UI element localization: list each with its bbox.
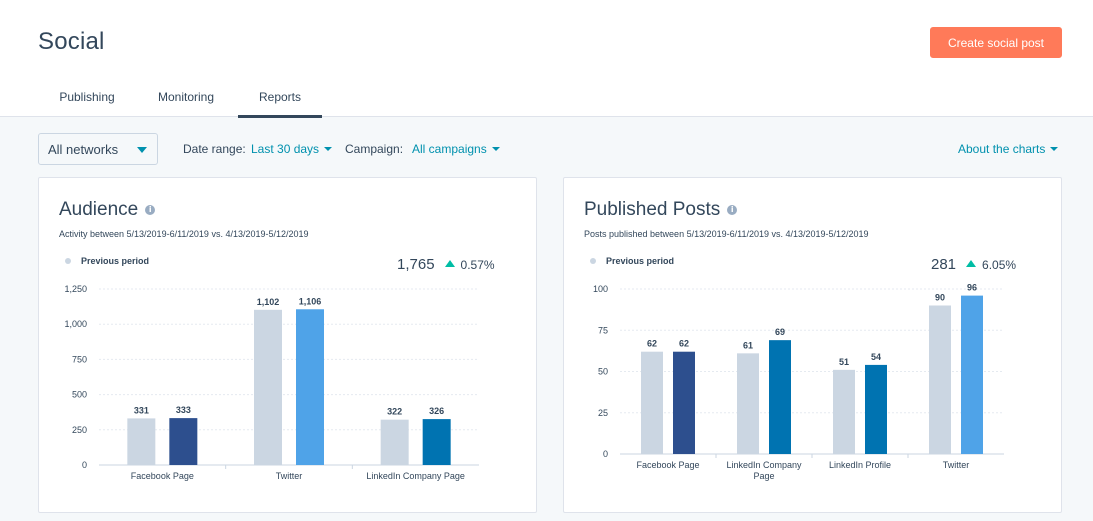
published-y-tick-label: 100: [593, 284, 608, 294]
audience-card: Audience i Activity between 5/13/2019-6/1…: [38, 177, 537, 513]
audience-bar-previous: [380, 419, 409, 465]
top-header: Social Create social post Publishing Mon…: [0, 0, 1093, 118]
date-range-value: Last 30 days: [251, 142, 320, 156]
published-bar-current: [673, 351, 695, 454]
campaign-label: Campaign:: [345, 142, 404, 156]
about-charts-label: About the charts: [958, 142, 1046, 156]
published-posts-subtitle: Posts published between 5/13/2019-6/11/2…: [584, 229, 869, 239]
published-posts-total: 281 6.05%: [931, 256, 1016, 273]
audience-bar-previous: [127, 418, 156, 465]
published-data-label: 69: [775, 327, 785, 337]
tab-publishing[interactable]: Publishing: [59, 90, 115, 104]
page-title: Social: [38, 28, 105, 55]
published-posts-legend-label: Previous period: [606, 256, 675, 266]
published-posts-title: Published Posts i: [584, 199, 738, 221]
published-y-tick-label: 50: [598, 367, 608, 377]
published-bar-current: [769, 340, 791, 454]
info-icon[interactable]: i: [145, 205, 156, 215]
published-data-label: 62: [679, 339, 689, 349]
audience-category-label: LinkedIn Company Page: [366, 471, 465, 481]
about-charts-dropdown[interactable]: About the charts: [958, 142, 1059, 156]
published-category-label: Facebook Page: [636, 460, 699, 470]
network-select[interactable]: All networks: [38, 133, 158, 165]
published-posts-legend: Previous period: [590, 256, 674, 266]
legend-dot-icon: [65, 258, 71, 264]
audience-legend-label: Previous period: [81, 256, 150, 266]
published-category-label: Twitter: [943, 460, 970, 470]
audience-y-tick-label: 1,250: [64, 284, 87, 294]
audience-category-label: Twitter: [276, 471, 303, 481]
network-select-value: All networks: [48, 142, 119, 157]
triangle-up-icon: [444, 260, 455, 267]
published-posts-card: Published Posts i Posts published between…: [563, 177, 1062, 513]
published-bar-previous: [929, 305, 951, 454]
published-category-label: LinkedIn Profile: [829, 460, 891, 470]
audience-data-label: 331: [134, 405, 149, 415]
published-posts-title-text: Published Posts: [584, 199, 721, 220]
audience-data-label: 1,106: [299, 296, 322, 306]
published-posts-chart: 0 25 50 75 100 62 62 Facebook Page 61 69 LinkedIn …: [593, 283, 1004, 481]
audience-y-tick-label: 500: [72, 390, 87, 400]
published-posts-total-value: 281: [931, 256, 957, 273]
tab-bar: Publishing Monitoring Reports: [38, 80, 322, 118]
audience-bar-current: [422, 419, 451, 465]
published-data-label: 51: [839, 357, 849, 367]
audience-data-label: 322: [387, 407, 402, 417]
published-bar-current: [865, 364, 887, 454]
audience-data-label: 1,102: [257, 297, 280, 307]
audience-chart: 0 250 500 750 1,000 1,250 331 333 Facebook Page 1…: [64, 284, 479, 481]
audience-title-text: Audience: [59, 199, 139, 220]
date-range-dropdown[interactable]: Last 30 days: [251, 142, 333, 156]
create-social-post-button[interactable]: Create social post: [930, 27, 1062, 58]
audience-bar-current: [296, 309, 324, 465]
campaign-value: All campaigns: [412, 142, 487, 156]
published-bar-previous: [737, 353, 759, 454]
caret-down-icon: [1050, 147, 1059, 151]
audience-y-tick-label: 750: [72, 354, 87, 364]
published-data-label: 61: [743, 340, 753, 350]
campaign-dropdown[interactable]: All campaigns: [412, 142, 500, 156]
published-data-label: 62: [647, 339, 657, 349]
audience-bar-previous: [254, 309, 282, 465]
audience-data-label: 326: [429, 406, 444, 416]
published-bar-current: [961, 295, 983, 454]
audience-y-tick-label: 250: [72, 425, 87, 435]
published-data-label: 54: [871, 352, 881, 362]
audience-legend: Previous period: [65, 256, 149, 266]
caret-down-icon: [324, 147, 333, 151]
audience-total-value: 1,765: [397, 256, 435, 273]
date-range-label: Date range:: [183, 142, 246, 156]
published-data-label: 90: [935, 293, 945, 303]
audience-y-tick-label: 0: [82, 460, 87, 470]
filter-bar: All networks Date range: Last 30 days Ca…: [38, 133, 1062, 165]
published-category-label: LinkedIn Company Page: [726, 460, 802, 481]
published-y-tick-label: 75: [598, 325, 608, 335]
audience-data-label: 333: [176, 405, 191, 415]
caret-down-icon: [137, 147, 147, 153]
triangle-up-icon: [966, 260, 977, 267]
audience-change: 0.57%: [460, 258, 495, 272]
tab-reports[interactable]: Reports: [238, 80, 322, 118]
published-posts-change: 6.05%: [982, 258, 1017, 272]
published-bar-previous: [833, 369, 855, 454]
caret-down-icon: [491, 147, 500, 151]
legend-dot-icon: [590, 258, 596, 264]
audience-total: 1,765 0.57%: [397, 256, 495, 273]
published-bar-previous: [641, 351, 663, 454]
audience-title: Audience i: [59, 199, 156, 221]
published-y-tick-label: 25: [598, 408, 608, 418]
info-icon[interactable]: i: [727, 205, 738, 215]
audience-bar-current: [169, 418, 198, 465]
tab-monitoring[interactable]: Monitoring: [157, 90, 215, 104]
published-data-label: 96: [967, 283, 977, 293]
audience-subtitle: Activity between 5/13/2019-6/11/2019 vs.…: [59, 229, 309, 239]
published-y-tick-label: 0: [603, 449, 608, 459]
audience-category-label: Facebook Page: [131, 471, 194, 481]
audience-y-tick-label: 1,000: [64, 319, 87, 329]
